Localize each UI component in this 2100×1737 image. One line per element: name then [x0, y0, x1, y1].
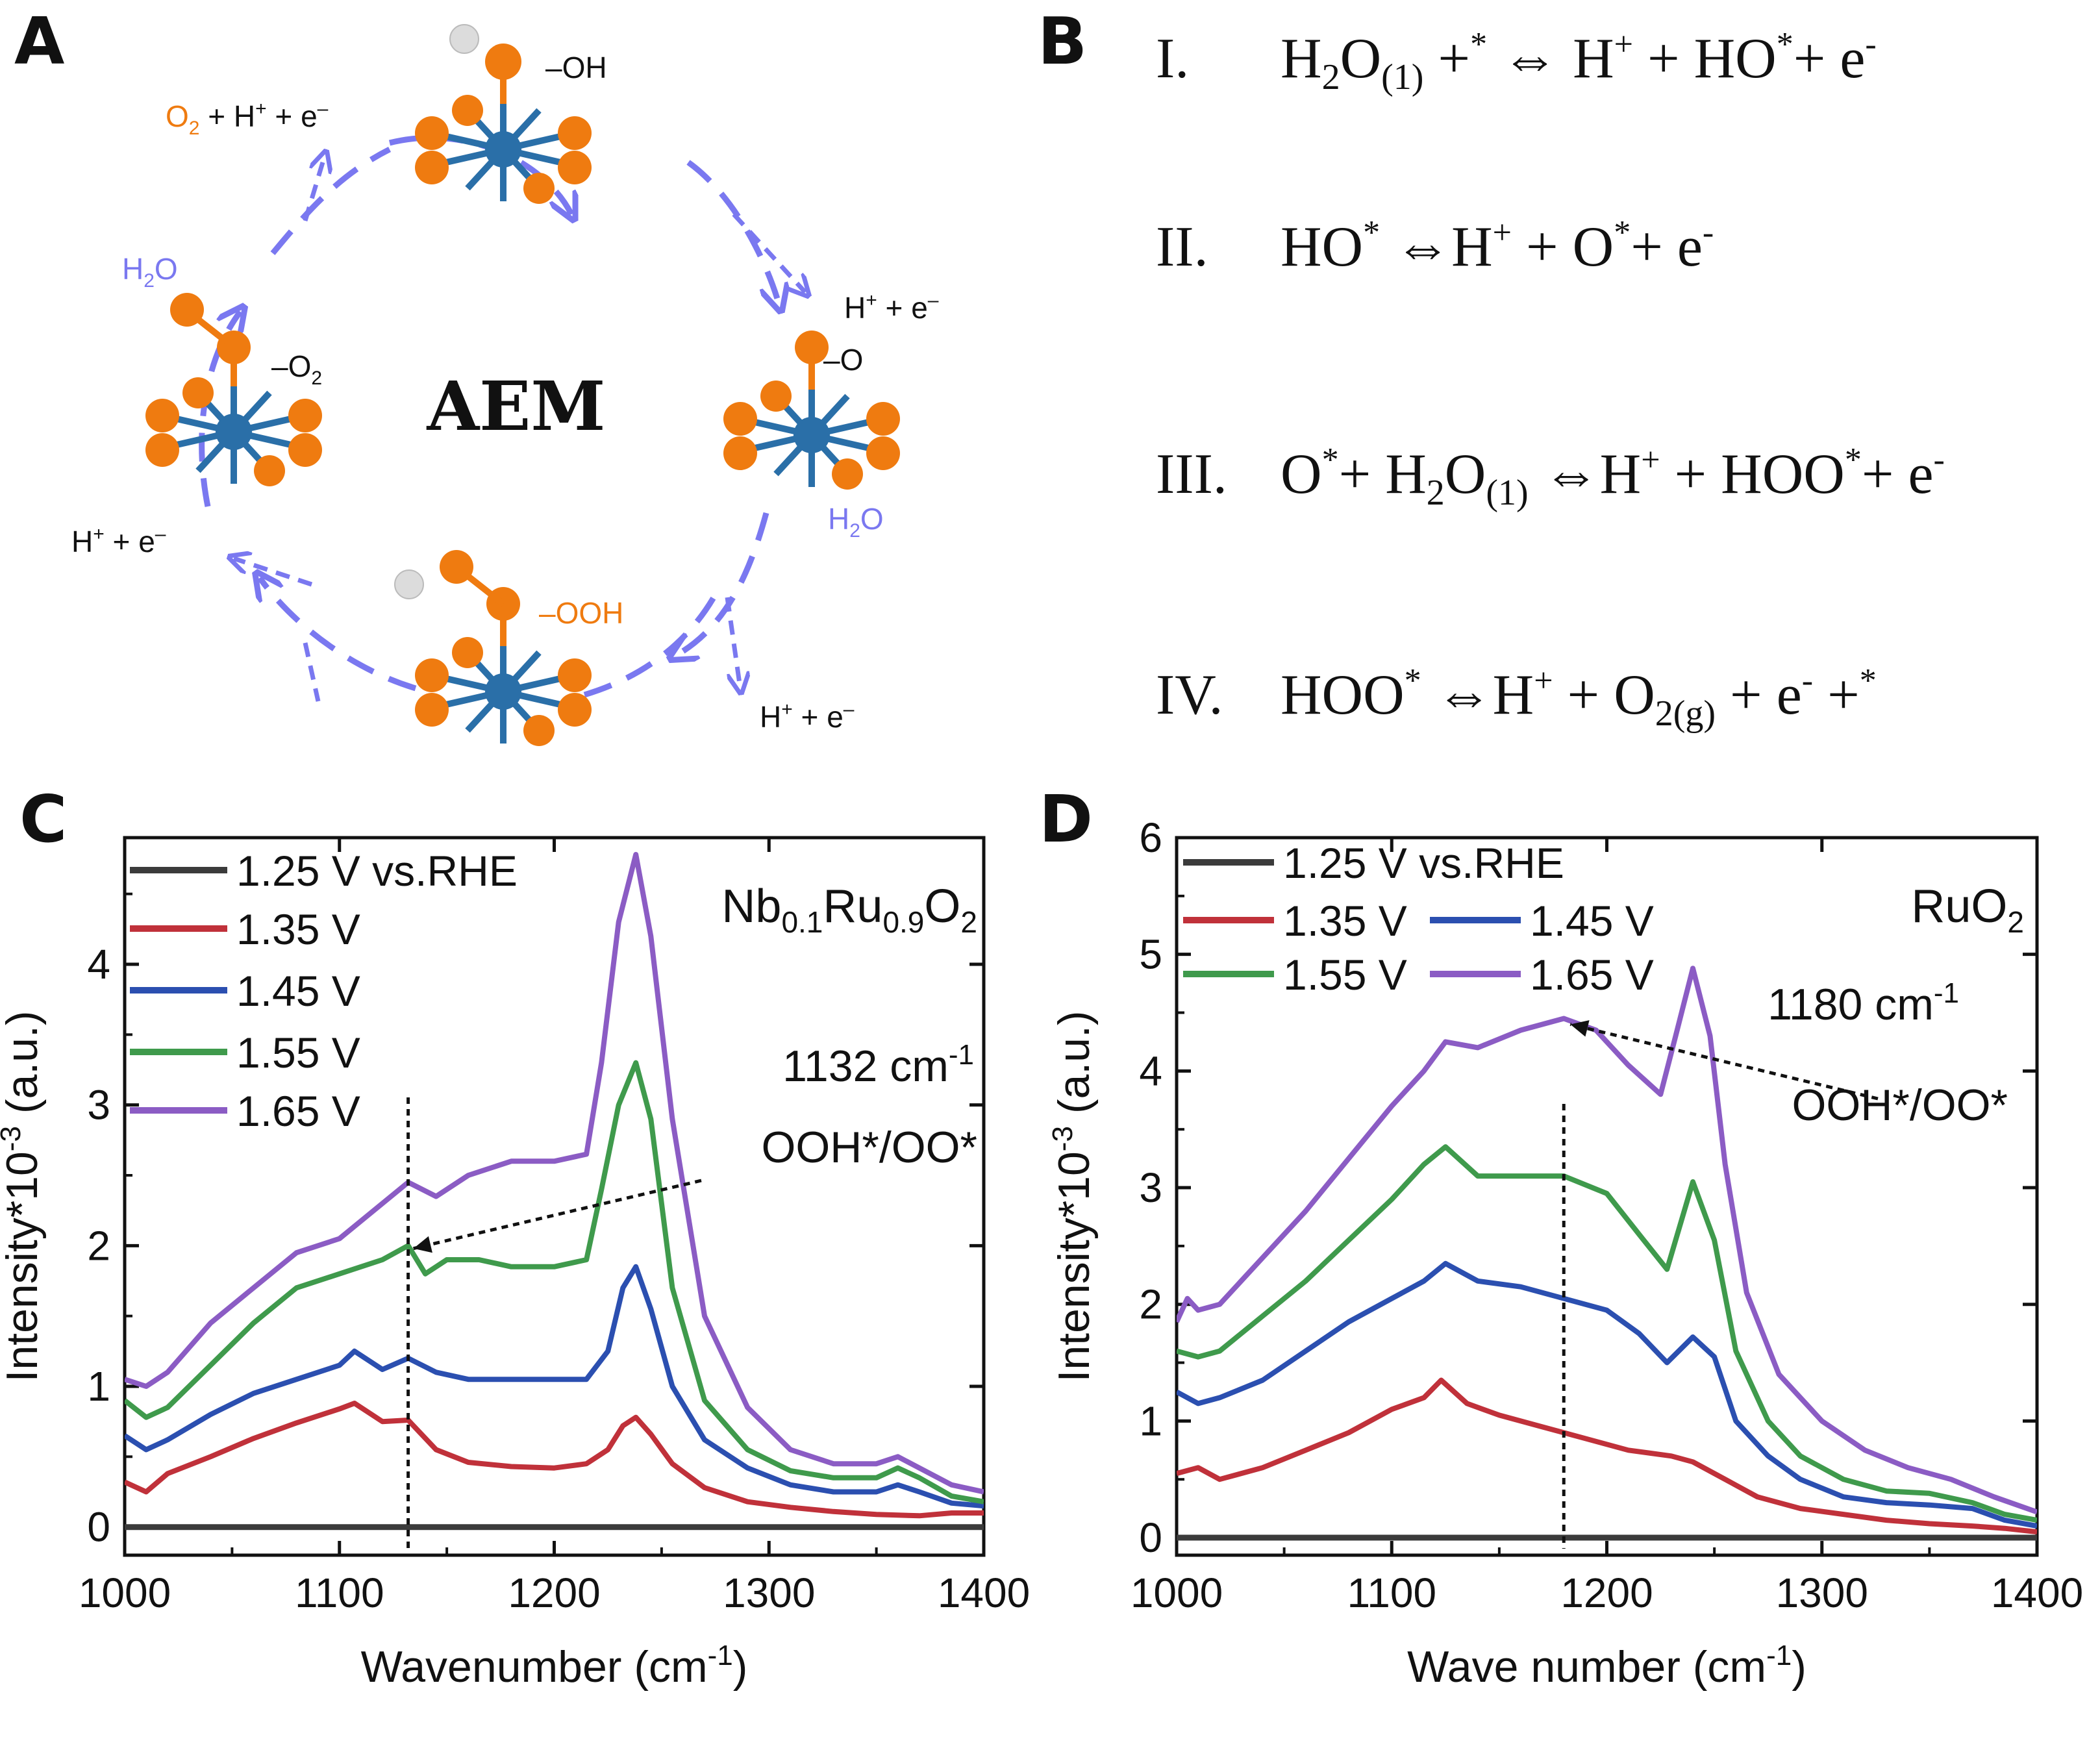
branch-arrow-left — [234, 558, 313, 587]
legend-label: 1.55 V — [236, 1029, 360, 1077]
raman-chart-nbruo2: 1000 1100 1200 1300 1400 0 1 2 3 4 Wavenumber (cm-… — [0, 836, 1030, 1692]
y-tick-label: 5 — [1139, 931, 1162, 978]
y-tick-label: 0 — [1139, 1514, 1162, 1561]
y-tick-label: 2 — [87, 1222, 110, 1269]
legend-label: 1.65 V — [1530, 951, 1654, 999]
y-tick-label: 1 — [87, 1363, 110, 1410]
intermediate-o2 — [145, 293, 322, 486]
legend-label: 1.35 V — [1283, 897, 1407, 945]
series-line-1-55v — [1177, 1144, 2037, 1523]
legend-label: 1.65 V — [236, 1087, 360, 1135]
series-line-1-45v — [1177, 1260, 2037, 1529]
series-line-1-65v — [1177, 966, 2037, 1515]
h2o-label-right: H2O — [828, 502, 884, 542]
x-tick-label: 1200 — [1560, 1569, 1653, 1616]
chart-title: RuO2 — [1911, 881, 2024, 939]
x-tick-label: 1400 — [1991, 1569, 2083, 1616]
legend-label: 1.25 V vs.RHE — [1283, 839, 1564, 887]
legend-label: 1.55 V — [1283, 951, 1407, 999]
legend-label: 1.25 V vs.RHE — [236, 847, 518, 895]
intermediate-ooh — [394, 550, 592, 746]
y-tick-label: 1 — [1139, 1397, 1162, 1444]
y-tick-label: 3 — [1139, 1164, 1162, 1211]
x-tick-label: 1000 — [1131, 1569, 1223, 1616]
panel-label-d: D — [1039, 781, 1094, 857]
branch-arrow-right — [732, 212, 805, 292]
h2o-label-left: H2O — [122, 252, 178, 292]
equation-1: I. H2O(1) +* ⇔ H+ + HO*+ e- — [1156, 26, 1877, 97]
x-tick-label: 1200 — [508, 1569, 600, 1616]
equation-2: II. HO* ⇔H+ + O*+ e- — [1156, 214, 1714, 279]
x-tick-label: 1300 — [1776, 1569, 1868, 1616]
x-axis-label: Wave number (cm-1) — [1407, 1640, 1806, 1692]
pe-label-right: H+ + e– — [844, 290, 939, 325]
branch-arrow-bottom — [725, 597, 740, 688]
annotation-peak: 1180 cm-1 — [1768, 977, 1959, 1029]
pe-label-bottom: H+ + e– — [760, 699, 855, 734]
panel-label-b: B — [1038, 3, 1088, 79]
intermediate-oh — [415, 24, 592, 204]
annotation-species: OOH*/OO* — [762, 1123, 978, 1172]
legend-label: 1.45 V — [1530, 897, 1654, 945]
branch-arrow-left-low — [303, 642, 321, 702]
equation-4: IV. HOO* ⇔H+ + O2(g) + e- +* — [1156, 662, 1877, 734]
series-line-1-35v — [125, 1401, 984, 1519]
label-oh: –OH — [545, 51, 607, 84]
intermediate-o — [723, 331, 900, 490]
series-line-1-35v — [1177, 1377, 2037, 1535]
pe-label-left: H+ + e– — [71, 523, 166, 558]
o2-release-arrow — [303, 156, 325, 222]
legend-label: 1.45 V — [236, 967, 360, 1015]
chart-title: Nb0.1Ru0.9O2 — [721, 881, 977, 939]
annotation-arrowhead — [413, 1236, 432, 1253]
aem-title: AEM — [426, 366, 605, 446]
equation-3: III. O*+ H2O(1) ⇔H+ + HOO*+ e- — [1156, 442, 1945, 513]
series-line-1-55v — [125, 1060, 984, 1505]
y-tick-label: 6 — [1139, 814, 1162, 861]
x-tick-label: 1300 — [723, 1569, 815, 1616]
y-tick-label: 2 — [1139, 1281, 1162, 1328]
annotation-arrow — [413, 1179, 702, 1251]
annotation-peak: 1132 cm-1 — [782, 1039, 974, 1091]
o2-release-label: O2 + H+ + e– — [166, 98, 329, 139]
x-axis-label: Wavenumber (cm-1) — [361, 1640, 748, 1692]
series-line-1-65v — [125, 852, 984, 1495]
aem-cycle-diagram: –OH –O –OOH –O2 AEM O2 + H+ + e– H2O H+ … — [71, 24, 939, 766]
label-o2: –O2 — [271, 349, 322, 389]
y-tick-label: 4 — [87, 941, 110, 988]
panel-label-a: A — [14, 3, 65, 79]
y-tick-label: 0 — [87, 1504, 110, 1551]
y-axis-label: Intensity*10-3 (a.u.) — [1050, 1010, 1099, 1382]
y-tick-label: 3 — [87, 1082, 110, 1129]
raman-chart-ruo2: 1000 1100 1200 1300 1400 0 1 2 3 4 5 6 Wave number (… — [1050, 814, 2083, 1692]
annotation-arrow — [1569, 1023, 1879, 1101]
series-line-1-45v — [125, 1264, 984, 1509]
y-axis-label: Intensity*10-3 (a.u.) — [0, 1010, 47, 1382]
panel-label-c: C — [19, 781, 68, 857]
x-tick-label: 1100 — [295, 1569, 384, 1616]
label-ooh: –OOH — [539, 596, 623, 630]
annotation-arrowhead — [1570, 1020, 1590, 1037]
x-tick-label: 1100 — [1347, 1569, 1436, 1616]
y-tick-label: 4 — [1139, 1047, 1162, 1094]
x-tick-label: 1400 — [938, 1569, 1030, 1616]
x-tick-label: 1000 — [79, 1569, 171, 1616]
label-o: –O — [823, 343, 863, 377]
annotation-species: OOH*/OO* — [1792, 1081, 2008, 1130]
legend-label: 1.35 V — [236, 905, 360, 953]
